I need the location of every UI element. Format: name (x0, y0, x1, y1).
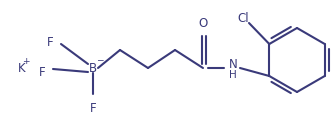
Text: K: K (18, 61, 26, 75)
Text: Cl: Cl (237, 12, 249, 24)
Text: O: O (198, 17, 208, 30)
Text: F: F (46, 35, 53, 49)
Text: H: H (229, 70, 237, 80)
Text: +: + (22, 56, 30, 66)
Text: −: − (96, 55, 104, 64)
Text: F: F (38, 66, 45, 78)
Text: N: N (229, 58, 237, 70)
Text: F: F (90, 102, 96, 115)
Text: B: B (89, 61, 97, 75)
